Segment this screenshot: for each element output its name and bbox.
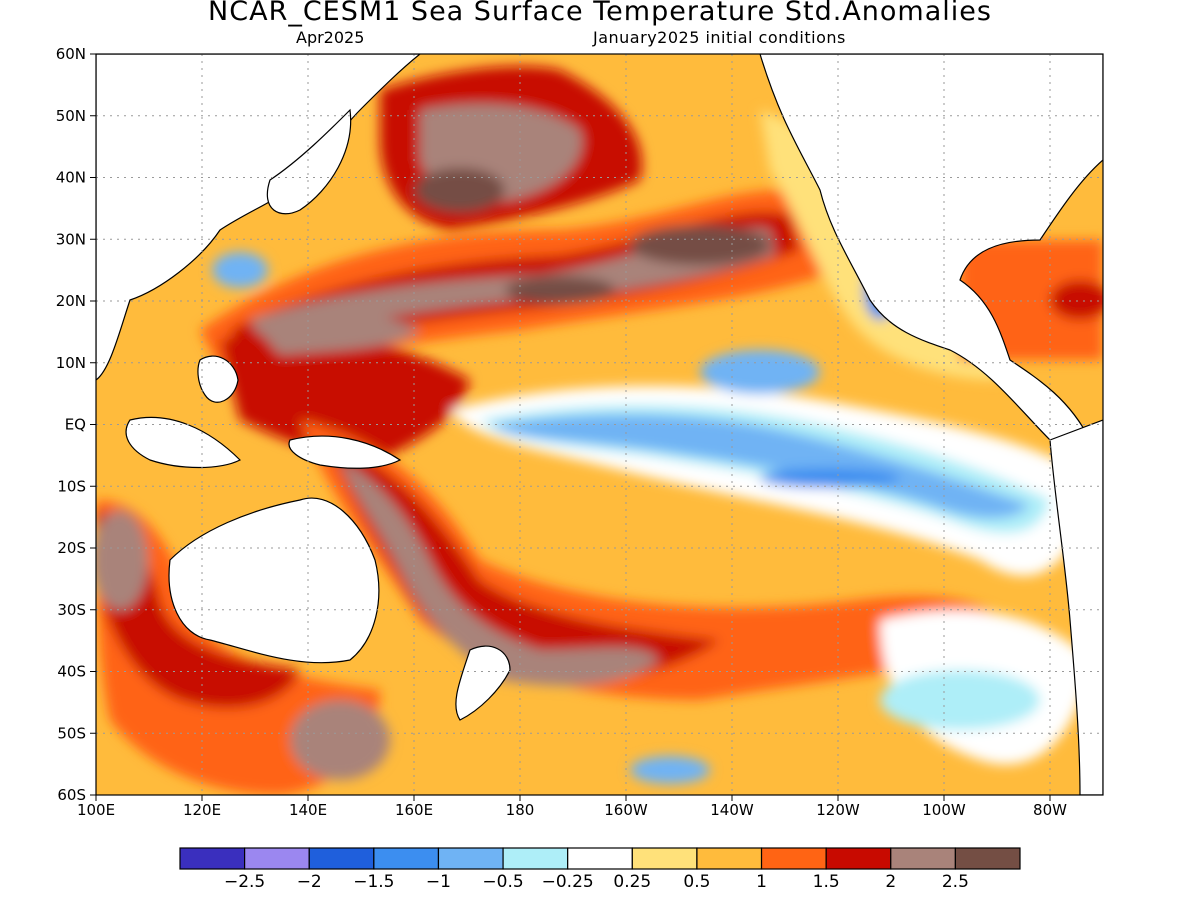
- lat-label: 30S: [57, 601, 86, 619]
- colorbar-swatch: [567, 847, 633, 870]
- indonesia-landmass: [125, 416, 242, 469]
- caribbean-strong: [1050, 280, 1103, 320]
- colorbar-label: 1: [756, 872, 767, 892]
- colorbar-label: 2.5: [942, 872, 969, 892]
- philippines-landmass: [197, 355, 239, 403]
- lat-label: 50S: [57, 724, 86, 742]
- lat-label: EQ: [65, 416, 86, 434]
- philippine-sea-cool: [212, 252, 268, 288]
- colorbar-swatch: [308, 847, 375, 870]
- lon-label: 140W: [710, 801, 754, 819]
- lon-label: 120E: [183, 801, 221, 819]
- lat-label: 20S: [57, 539, 86, 557]
- indian-ocean-extreme: [96, 510, 148, 610]
- lon-label: 80W: [1033, 801, 1067, 819]
- colorbar-swatch: [954, 847, 1021, 870]
- colorbar-label: −2.5: [224, 872, 265, 892]
- colorbar-label: 0.25: [613, 872, 651, 892]
- lat-label: 50N: [56, 107, 86, 125]
- colorbar-swatch: [696, 847, 763, 870]
- lon-label: 160W: [604, 801, 648, 819]
- n-pacific-max: [505, 276, 615, 304]
- tasman-extreme: [290, 700, 390, 780]
- colorbar-label: 2: [885, 872, 896, 892]
- lat-label: 20N: [56, 292, 86, 310]
- kuroshio-max: [415, 168, 505, 212]
- colorbar-label: −1.5: [353, 872, 394, 892]
- anomaly-field: [96, 54, 1103, 795]
- lat-label: 10S: [57, 477, 86, 495]
- australia-landmass: [168, 497, 380, 664]
- lat-label: 30N: [56, 230, 86, 248]
- lon-label: 180: [506, 801, 535, 819]
- colorbar-swatch: [631, 847, 698, 870]
- indian-ocean-strong: [96, 510, 300, 709]
- warm-pool: [220, 332, 470, 460]
- se-pacific-cool: [880, 670, 1040, 730]
- s-pacific-extreme: [340, 460, 660, 686]
- lat-label: 40S: [57, 663, 86, 681]
- graticule: [96, 54, 1103, 795]
- colorbar-label: −1: [426, 872, 451, 892]
- lat-label: 60N: [56, 45, 86, 63]
- colorbar-swatch: [179, 847, 246, 870]
- lon-label: 160E: [395, 801, 433, 819]
- initial-conditions-label: January2025 initial conditions: [593, 28, 846, 47]
- colorbar-swatch: [437, 847, 504, 870]
- colorbar-swatch: [760, 847, 827, 870]
- colorbar-swatch: [502, 847, 569, 870]
- colorbar-label: −0.5: [482, 872, 523, 892]
- new-guinea-landmass: [288, 435, 402, 469]
- lon-label: 140E: [289, 801, 327, 819]
- ne-cold-patch: [700, 350, 820, 394]
- new-zealand-landmass: [455, 645, 511, 721]
- lat-label: 40N: [56, 169, 86, 187]
- japan-landmass: [266, 108, 352, 215]
- lon-label: 120W: [816, 801, 860, 819]
- longitude-axis: 100E 120E 140E 160E 180 160W 140W 120W 100W 80W: [77, 795, 1067, 819]
- cold-core: [760, 468, 900, 488]
- lon-label: 100W: [922, 801, 966, 819]
- southern-cool-patch: [630, 756, 710, 784]
- lon-label: 100E: [77, 801, 115, 819]
- colorbar-swatch: [244, 847, 310, 870]
- map-title: NCAR_CESM1 Sea Surface Temperature Std.A…: [208, 0, 992, 27]
- colorbar-swatch: [825, 847, 892, 870]
- colorbar-swatch: [373, 847, 440, 870]
- asia-landmass: [96, 54, 421, 381]
- n-pacific-max-2: [630, 225, 770, 265]
- colorbar-label: 1.5: [813, 872, 840, 892]
- south-america-landmass: [1049, 419, 1103, 795]
- cold-tongue-moderate: [490, 414, 1030, 519]
- lat-label: 60S: [57, 786, 86, 804]
- colorbar: −2.5 −2 −1.5 −1 −0.5 −0.25 0.25 0.5 1 1.5 2 2.5: [179, 847, 1021, 892]
- forecast-month: Apr2025: [296, 28, 365, 47]
- lat-label: 10N: [56, 354, 86, 372]
- latitude-axis: 60N 50N 40N 30N 20N 10N EQ 10S 20S 30S 40S 50S 60S: [56, 45, 96, 804]
- warm-pool-extreme: [250, 309, 420, 355]
- colorbar-swatch: [890, 847, 956, 870]
- colorbar-label: 0.5: [683, 872, 710, 892]
- colorbar-label: −0.25: [542, 872, 594, 892]
- colorbar-label: −2: [297, 872, 322, 892]
